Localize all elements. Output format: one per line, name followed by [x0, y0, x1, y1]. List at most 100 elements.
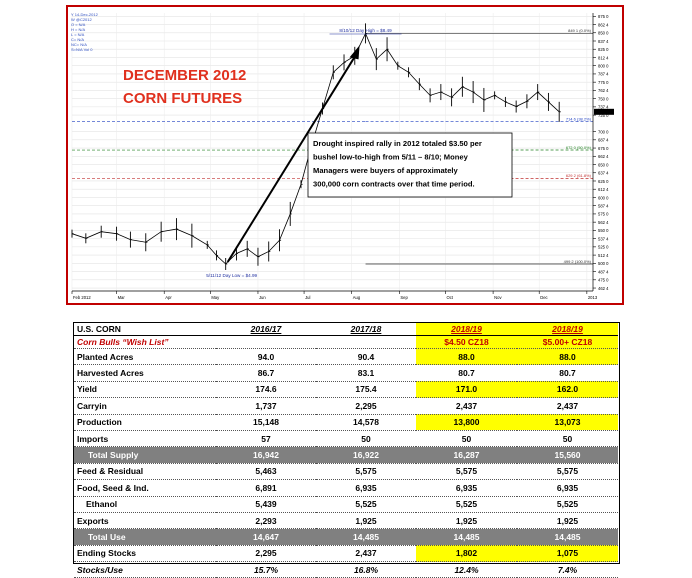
reference-line-label: 849 1 (0.0%)	[568, 28, 592, 33]
table-cell: 162.0	[517, 381, 618, 399]
table-cell: 50	[517, 430, 618, 448]
y-tick-label: 762 4	[598, 88, 609, 93]
row-label: Feed & Residual	[74, 463, 216, 481]
table-row: Carryin 1,737 2,295 2,437 2,437	[74, 397, 618, 415]
reference-line-label: 714 6 (38.2%)	[566, 116, 592, 121]
note-box	[307, 132, 513, 198]
x-tick-label: Nov	[494, 295, 502, 300]
chart-title: DECEMBER 2012	[123, 67, 246, 84]
table-row: Exports 2,293 1,925 1,925 1,925	[74, 512, 618, 530]
note-line: bushel low-to-high from 5/11 – 8/10; Mon…	[313, 153, 469, 162]
table-cell: 6,935	[416, 479, 517, 497]
row-label: Carryin	[74, 397, 216, 415]
row-label: Ending Stocks	[74, 545, 216, 563]
x-tick-label: Apr	[165, 295, 172, 300]
table-cell: 2,437	[517, 397, 618, 415]
info-line: H = N/A	[71, 27, 85, 32]
table-cell: 13,073	[517, 414, 618, 431]
y-tick-label: 587 4	[598, 203, 609, 208]
row-label: Planted Acres	[74, 348, 216, 366]
y-tick-label: 675 0	[598, 146, 609, 151]
table-cell: 13,800	[416, 414, 517, 431]
day-high-label: 8/10/12 Day High = $8.49	[339, 28, 392, 33]
y-tick-label: 725 0	[598, 113, 609, 118]
table-cell: 16,942	[216, 446, 316, 464]
table-cell: 5,463	[216, 463, 316, 481]
table-cell: 80.7	[416, 364, 517, 382]
table-row: Production 15,148 14,578 13,800 13,073	[74, 414, 618, 431]
last-price-marker	[594, 108, 614, 115]
y-tick-label: 537 4	[598, 236, 609, 241]
table-cell: 2,437	[416, 397, 517, 415]
table-row: Stocks/Use 15.7% 16.8% 12.4% 7.4%	[74, 561, 618, 578]
y-tick-label: 737 4	[598, 105, 609, 110]
y-tick-label: 800 0	[598, 64, 609, 69]
table-cell: 80.7	[517, 364, 618, 382]
table-cell: 5,575	[517, 463, 618, 481]
y-tick-label: 862 4	[598, 22, 609, 27]
table-cell: 12.4%	[416, 561, 517, 578]
y-tick-label: 825 0	[598, 47, 609, 52]
x-tick-label: Aug	[353, 295, 361, 300]
scenario-label: $4.50 CZ18	[416, 335, 517, 349]
reference-line-label: 499 2 (100.0%)	[564, 259, 592, 264]
table-cell: 86.7	[216, 364, 316, 382]
table-cell: 14,485	[517, 528, 618, 546]
table-cell: 1,925	[517, 512, 618, 530]
table-row: Yield 174.6 175.4 171.0 162.0	[74, 381, 618, 399]
y-axis: 875 0 862 4 850 0 837 4 825 0 812 4 800 0 787 4…	[592, 13, 614, 291]
y-tick-label: 637 4	[598, 171, 609, 176]
table-cell: 83.1	[316, 364, 416, 382]
table-row: Imports 57 50 50 50	[74, 430, 618, 448]
chart-annotations: DECEMBER 2012 CORN FUTURES 8/10/12 Day Hig…	[123, 28, 513, 278]
y-tick-label: 812 4	[598, 55, 609, 60]
table-cell: 57	[216, 430, 316, 448]
column-header: 2018/19	[517, 323, 618, 336]
table-cell: 5,575	[316, 463, 416, 481]
table-cell: 16,287	[416, 446, 517, 464]
row-label: Total Supply	[74, 446, 216, 464]
table-cell: 174.6	[216, 381, 316, 399]
row-label: Total Use	[74, 528, 216, 546]
corn-balance-table: U.S. CORN 2016/17 2017/18 2018/19 2018/19 Cor…	[74, 323, 618, 578]
y-tick-label: 875 0	[598, 14, 609, 19]
chart-title: CORN FUTURES	[123, 90, 242, 107]
table-title: U.S. CORN	[74, 323, 216, 336]
table-row: Planted Acres 94.0 90.4 88.0 88.0	[74, 348, 618, 366]
row-label: Exports	[74, 512, 216, 530]
x-tick-label: Feb 2012	[73, 295, 91, 300]
column-header: 2017/18	[316, 323, 416, 336]
row-label: Stocks/Use	[74, 561, 216, 578]
table-cell: 2,293	[216, 512, 316, 530]
x-tick-label: Oct	[446, 295, 453, 300]
row-label: Production	[74, 414, 216, 431]
info-line: S=N/A Vol 0	[71, 47, 93, 52]
table-cell: 50	[316, 430, 416, 448]
table-cell: 5,525	[316, 496, 416, 513]
table-row: Ending Stocks 2,295 2,437 1,802 1,075	[74, 545, 618, 563]
table-cell: 88.0	[517, 348, 618, 366]
table-cell: 6,935	[517, 479, 618, 497]
y-tick-label: 837 4	[598, 39, 609, 44]
table-cell: 14,485	[316, 528, 416, 546]
info-line: Y 14-Dec-2012	[71, 12, 99, 17]
y-tick-label: 600 0	[598, 195, 609, 200]
table-cell: 88.0	[416, 348, 517, 366]
row-label: Imports	[74, 430, 216, 448]
table-cell: 1,802	[416, 545, 517, 563]
y-tick-label: 850 0	[598, 31, 609, 36]
x-tick-label: Mar	[118, 295, 126, 300]
y-tick-label: 700 0	[598, 129, 609, 134]
table-cell: 16.8%	[316, 561, 416, 578]
table-cell: 5,525	[416, 496, 517, 513]
note-line: 300,000 corn contracts over that time pe…	[313, 180, 475, 189]
scenario-label: $5.00+ CZ18	[517, 335, 618, 349]
table-cell: 1,925	[416, 512, 517, 530]
price-series	[71, 23, 561, 270]
table-cell: 171.0	[416, 381, 517, 399]
table-row: U.S. CORN 2016/17 2017/18 2018/19 2018/19	[74, 323, 618, 336]
table-cell: 15.7%	[216, 561, 316, 578]
reference-line-label: 672 0 (50.0%)	[566, 145, 592, 150]
table-cell: 14,647	[216, 528, 316, 546]
